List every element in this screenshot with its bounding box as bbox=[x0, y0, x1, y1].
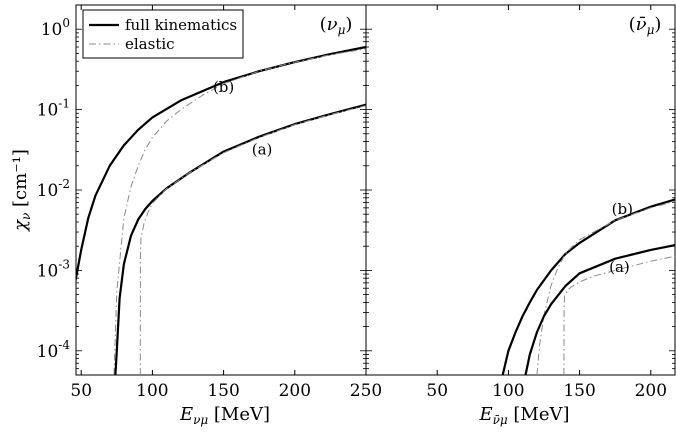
x-tick-label: 50 bbox=[70, 381, 92, 401]
series-a-elastic bbox=[563, 255, 675, 375]
series-b-full-kinematics bbox=[76, 45, 366, 284]
x-tick-label: 100 bbox=[136, 381, 168, 401]
panel-label: (νμ) bbox=[320, 14, 353, 37]
curve-annotation: (b) bbox=[213, 78, 234, 96]
panel-left: 50 100 150 200 250 10-4 10-3 10-2 10-1 100 (b) (a) (… bbox=[37, 4, 382, 427]
x-tick-label: 200 bbox=[635, 381, 667, 401]
series-a-elastic bbox=[139, 105, 366, 375]
curve-annotation: (b) bbox=[612, 200, 633, 218]
curve-annotation: (a) bbox=[252, 140, 273, 158]
panel-label: (ν̄μ) bbox=[629, 14, 662, 37]
series-b-full-kinematics bbox=[501, 198, 675, 375]
series-b-elastic bbox=[536, 201, 675, 375]
svg-text:χν [cm⁻¹]: χν [cm⁻¹] bbox=[10, 149, 33, 233]
y-tick-label: 10-1 bbox=[37, 97, 70, 121]
x-axis-label: Eνμ [MeV] bbox=[179, 404, 270, 427]
series-b-elastic bbox=[113, 48, 366, 375]
legend-label: full kinematics bbox=[125, 16, 237, 34]
x-tick-label: 250 bbox=[350, 381, 382, 401]
y-tick-label: 10-2 bbox=[37, 177, 70, 201]
x-axis-label: Eν̄μ [MeV] bbox=[478, 404, 569, 427]
y-tick-label: 10-3 bbox=[37, 257, 70, 281]
series-a-full-kinematics bbox=[524, 244, 675, 375]
x-tick-label: 200 bbox=[279, 381, 311, 401]
y-tick-label: 10-4 bbox=[37, 338, 71, 362]
curve-annotation: (a) bbox=[609, 258, 630, 276]
series-a-full-kinematics bbox=[114, 103, 366, 375]
x-tick-label: 100 bbox=[492, 381, 524, 401]
legend-label: elastic bbox=[125, 35, 175, 53]
y-axis-label: χν [cm⁻¹] bbox=[10, 149, 33, 233]
x-tick-label: 150 bbox=[207, 381, 239, 401]
y-tick-label: 100 bbox=[41, 16, 70, 40]
x-tick-label: 150 bbox=[563, 381, 595, 401]
x-tick-label: 50 bbox=[426, 381, 448, 401]
